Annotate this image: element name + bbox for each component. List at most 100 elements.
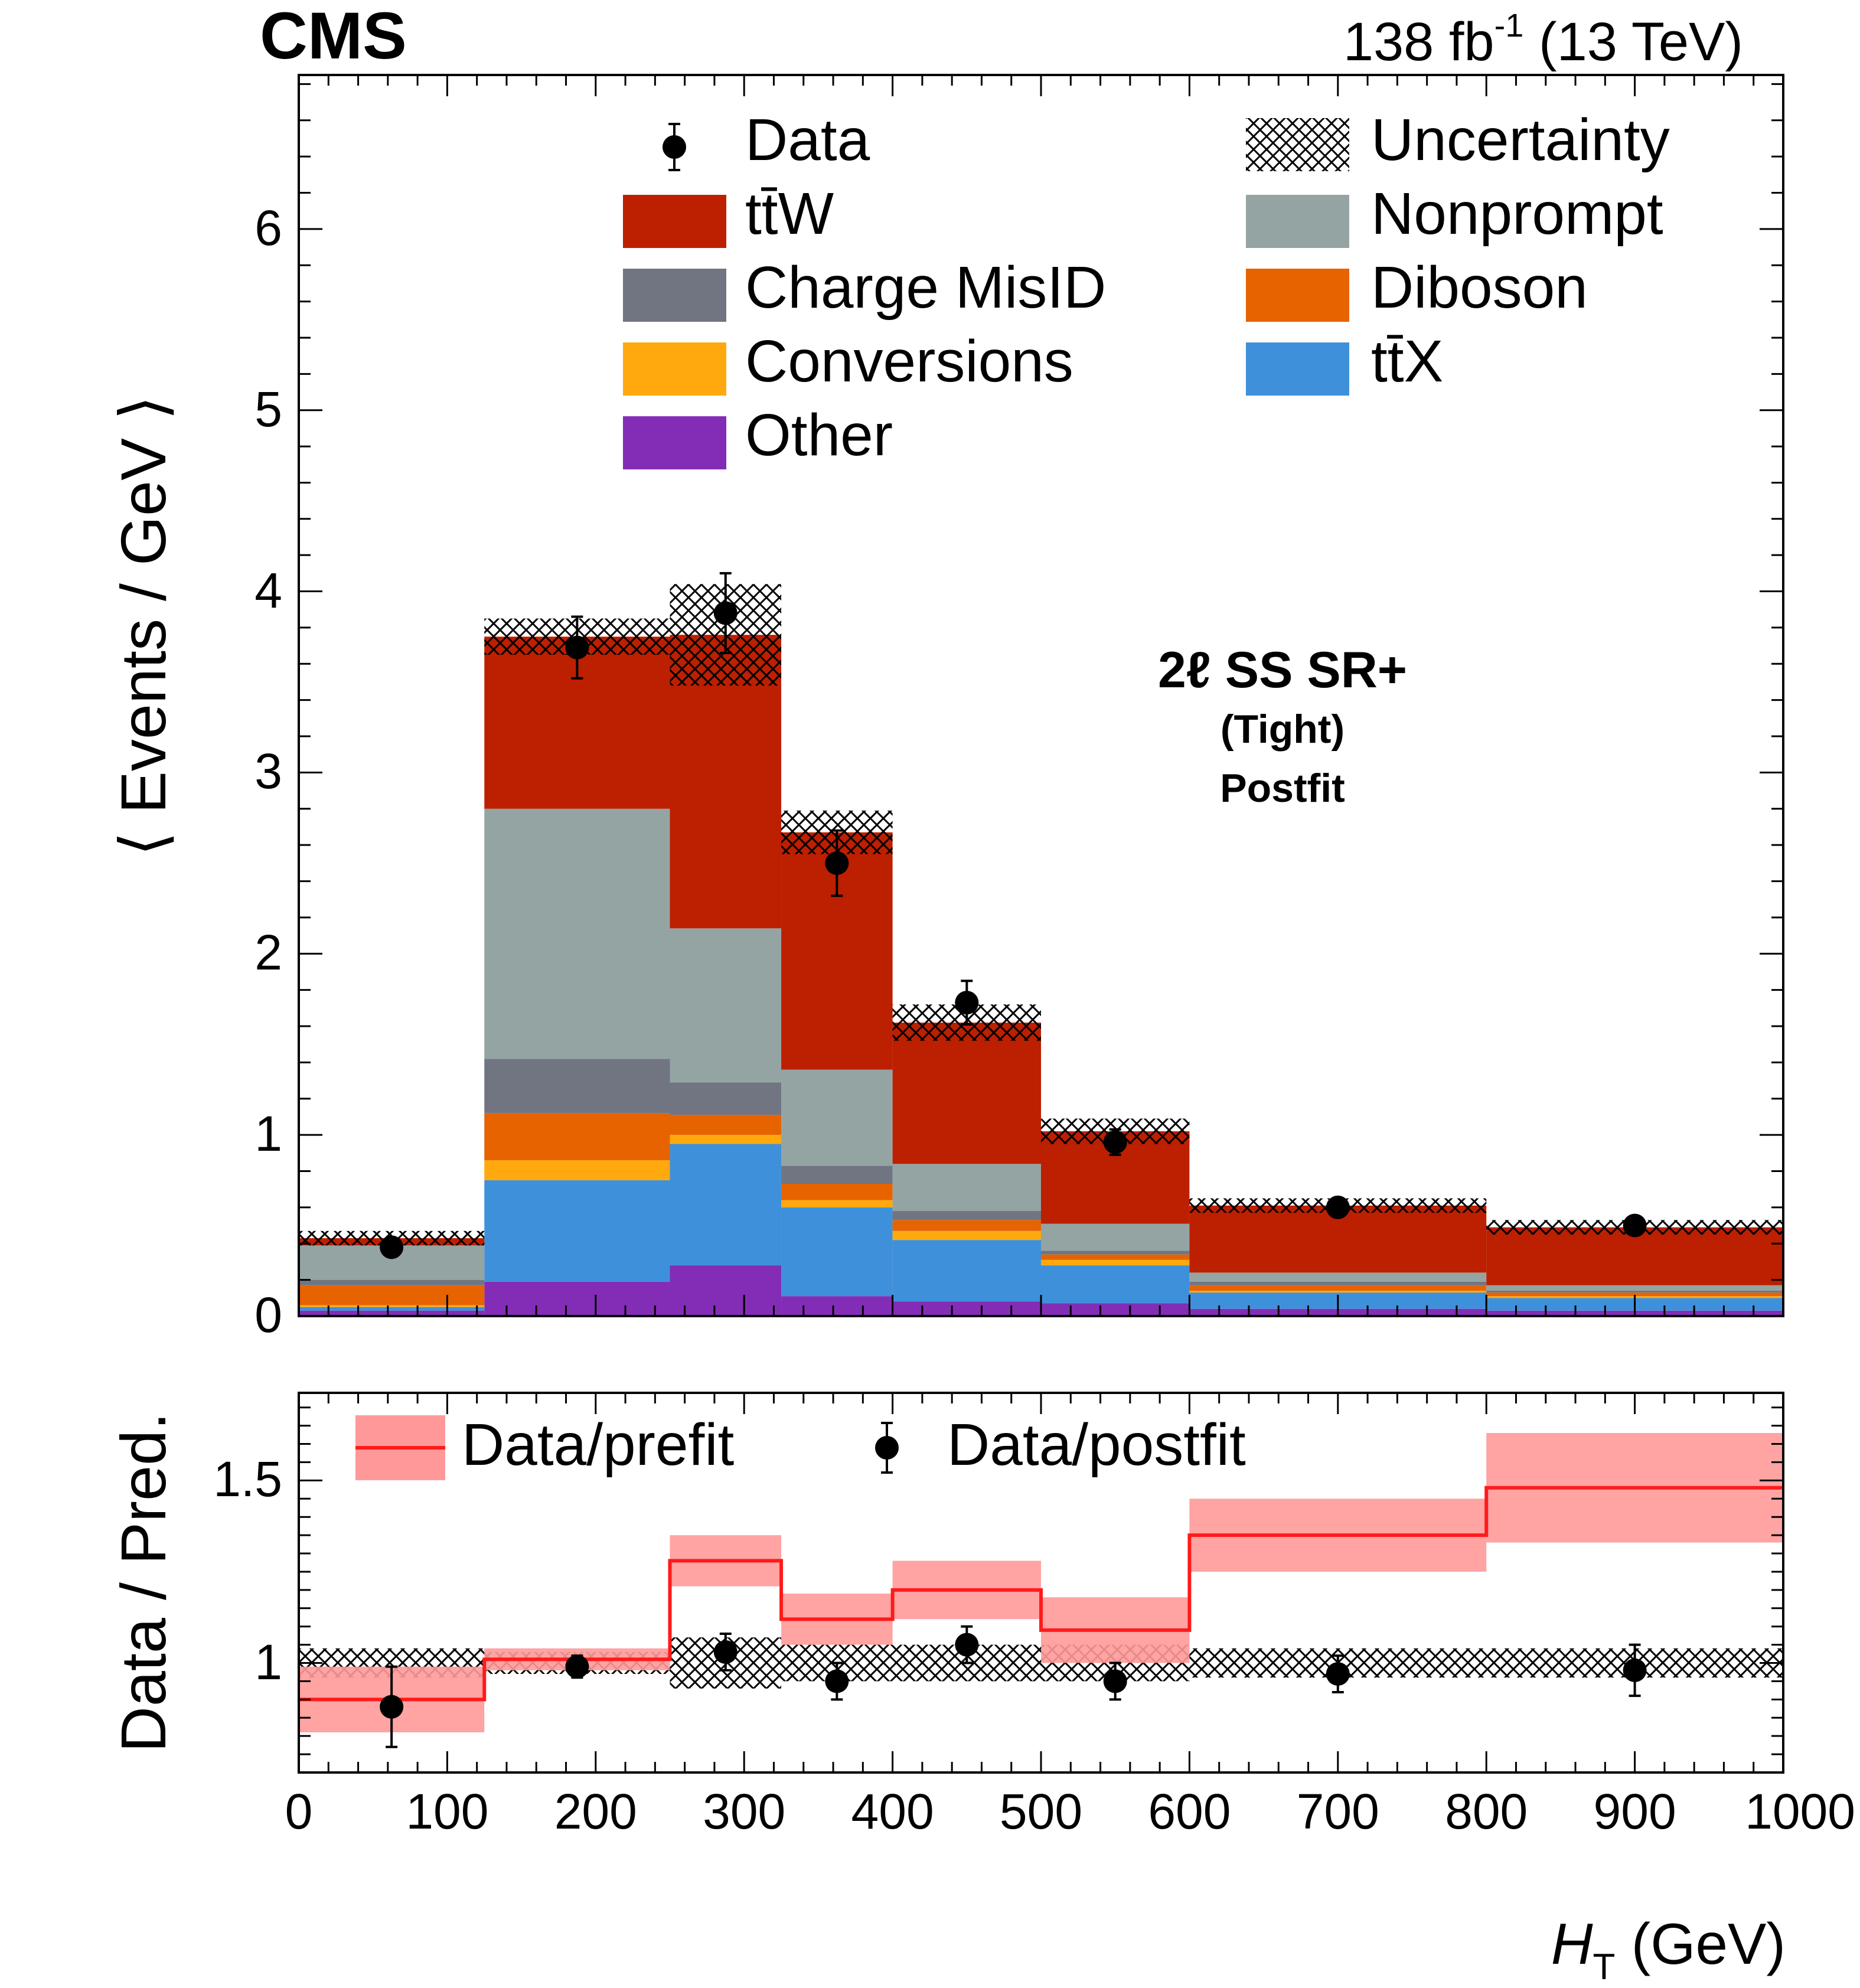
- postfit-point: [380, 1695, 404, 1719]
- main-y-tick-label: 4: [254, 562, 282, 618]
- legend-data-label: Data: [745, 107, 870, 173]
- legend-ttw-label: tt̄W: [745, 181, 834, 247]
- bar-nonprompt-bin-2: [670, 928, 782, 1083]
- bar-tt-x-bin-1: [484, 1180, 670, 1282]
- bar-charge-misid-bin-7: [1486, 1291, 1783, 1293]
- bar-conversions-bin-1: [484, 1160, 670, 1180]
- postfit-point: [713, 1640, 738, 1664]
- x-axis-title: HT (GeV): [1551, 1911, 1786, 1988]
- bar-tt-x-bin-0: [299, 1307, 485, 1311]
- legend-other-label: Other: [745, 402, 893, 468]
- x-axis-symbol: H: [1551, 1911, 1593, 1976]
- bar-diboson-bin-5: [1041, 1254, 1190, 1260]
- main-y-axis-title: ⟨ Events / GeV ⟩: [107, 395, 179, 857]
- bar-diboson-bin-4: [892, 1220, 1041, 1231]
- bar-tt-x-bin-4: [892, 1240, 1041, 1302]
- bar-diboson-bin-7: [1486, 1292, 1783, 1297]
- energy-label: (13 TeV): [1523, 12, 1743, 72]
- x-tick-label: 900: [1593, 1784, 1676, 1839]
- experiment-label: CMS: [260, 0, 407, 73]
- bar-tt-x-bin-2: [670, 1144, 782, 1266]
- data-point: [1103, 1130, 1127, 1154]
- ratio-y-axis-title: Data / Pred.: [107, 1412, 179, 1753]
- main-stacked-bars: [299, 635, 1783, 1316]
- data-point: [1326, 1195, 1350, 1219]
- x-tick-label: 200: [554, 1784, 637, 1839]
- legend-chargemisid-label: Charge MisID: [745, 254, 1107, 321]
- legend-nonprompt-swatch: [1246, 195, 1349, 248]
- bar-nonprompt-bin-5: [1041, 1223, 1190, 1251]
- main-y-tick-label: 2: [254, 925, 282, 981]
- legend-charge-misid-swatch: [623, 269, 726, 322]
- bar-nonprompt-bin-6: [1189, 1272, 1487, 1282]
- bar-tt-w-bin-4: [892, 1022, 1041, 1164]
- bar-charge-misid-bin-1: [484, 1059, 670, 1114]
- bar-conversions-bin-0: [299, 1305, 485, 1307]
- legend-conversions-label: Conversions: [745, 328, 1073, 394]
- bar-tt-x-bin-3: [781, 1207, 893, 1297]
- bar-conversions-bin-3: [781, 1200, 893, 1207]
- legend-uncertainty-label: Uncertainty: [1371, 107, 1670, 173]
- main-axis-ticks: [298, 75, 1784, 1317]
- ratio-postfit-points: [380, 1625, 1647, 1748]
- bar-diboson-bin-6: [1189, 1285, 1487, 1291]
- x-axis-subscript: T: [1593, 1947, 1616, 1987]
- lumi-value: 138 fb: [1343, 12, 1494, 72]
- ratio-y-tick-label: 1.5: [213, 1451, 282, 1507]
- bar-nonprompt-bin-4: [892, 1164, 1041, 1212]
- data-point: [1623, 1213, 1647, 1238]
- annotation-line-3: Postfit: [1220, 766, 1345, 811]
- postfit-point: [1103, 1669, 1127, 1693]
- bar-tt-x-bin-5: [1041, 1265, 1190, 1304]
- data-point: [713, 601, 738, 625]
- lumi-exponent: -1: [1494, 6, 1524, 44]
- legend-postfit-label: Data/postfit: [947, 1412, 1246, 1478]
- ratio-y-tick-label: 1: [254, 1634, 282, 1690]
- x-tick-label: 300: [703, 1784, 786, 1839]
- x-tick-label: 500: [999, 1784, 1083, 1839]
- main-y-tick-label: 6: [254, 200, 282, 256]
- data-point: [380, 1235, 404, 1259]
- bar-other-bin-2: [670, 1265, 782, 1316]
- bar-diboson-bin-1: [484, 1113, 670, 1161]
- legend-other-swatch: [623, 416, 726, 469]
- bar-charge-misid-bin-4: [892, 1211, 1041, 1220]
- postfit-point: [1326, 1662, 1350, 1686]
- bar-conversions-bin-6: [1189, 1291, 1487, 1293]
- bar-other-bin-3: [781, 1296, 893, 1316]
- bar-other-bin-4: [892, 1301, 1041, 1316]
- legend-tt-x-swatch: [1246, 342, 1349, 396]
- legend-data-marker: [663, 135, 686, 159]
- bar-charge-misid-bin-6: [1189, 1281, 1487, 1285]
- main-y-tick-label: 5: [254, 381, 282, 437]
- bar-nonprompt-bin-1: [484, 808, 670, 1059]
- data-point: [955, 991, 979, 1015]
- legend-diboson-swatch: [1246, 269, 1349, 322]
- legend-conversions-swatch: [623, 342, 726, 396]
- bar-diboson-bin-3: [781, 1183, 893, 1200]
- data-point: [825, 851, 849, 875]
- legend-ttx-label: tt̄X: [1371, 328, 1444, 394]
- postfit-point: [955, 1633, 979, 1657]
- x-tick-label: 600: [1148, 1784, 1231, 1839]
- x-tick-label: 100: [406, 1784, 489, 1839]
- bar-conversions-bin-5: [1041, 1259, 1190, 1266]
- legend-nonprompt-label: Nonprompt: [1371, 181, 1663, 247]
- bar-diboson-bin-2: [670, 1115, 782, 1135]
- main-y-tick-label: 1: [254, 1106, 282, 1162]
- x-tick-label: 0: [285, 1784, 313, 1839]
- bar-diboson-bin-0: [299, 1285, 485, 1305]
- legend-postfit-marker: [875, 1436, 899, 1460]
- main-data-points: [380, 572, 1647, 1259]
- legend-diboson-label: Diboson: [1371, 254, 1588, 321]
- bar-conversions-bin-2: [670, 1135, 782, 1144]
- bar-other-bin-5: [1041, 1303, 1190, 1316]
- bar-charge-misid-bin-0: [299, 1279, 485, 1285]
- bar-charge-misid-bin-5: [1041, 1251, 1190, 1255]
- main-legend-symbols: [623, 118, 1349, 469]
- annotation-line-1: 2ℓ SS SR+: [1157, 642, 1408, 698]
- bar-charge-misid-bin-2: [670, 1082, 782, 1115]
- x-tick-label: 1000: [1745, 1784, 1855, 1839]
- lumi-label: 138 fb-1 (13 TeV): [1343, 6, 1743, 73]
